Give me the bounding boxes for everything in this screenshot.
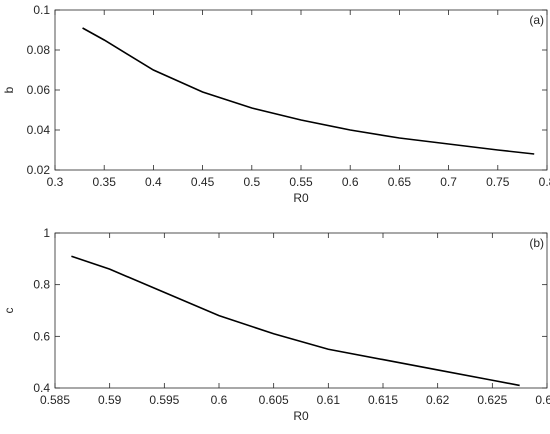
plot-area xyxy=(54,232,548,389)
x-tick-label: 0.615 xyxy=(368,393,398,407)
y-tick-label: 0.1 xyxy=(33,3,50,17)
x-tick-label: 0.605 xyxy=(259,393,289,407)
x-tick-label: 0.59 xyxy=(98,393,122,407)
y-tick-label: 0.8 xyxy=(33,278,50,292)
y-tick-label: 0.4 xyxy=(33,381,50,395)
x-tick-label: 0.625 xyxy=(477,393,507,407)
x-axis-label: R0 xyxy=(293,191,309,205)
data-line xyxy=(82,27,535,155)
x-tick-label: 0.62 xyxy=(426,393,450,407)
data-line xyxy=(71,255,520,387)
x-tick-label: 0.65 xyxy=(388,175,412,189)
x-tick-label: 0.45 xyxy=(191,175,215,189)
x-tick-label: 0.7 xyxy=(440,175,457,189)
y-tick-label: 1 xyxy=(43,226,50,240)
x-tick-label: 0.55 xyxy=(289,175,313,189)
x-tick-label: 0.4 xyxy=(145,175,162,189)
plot-area xyxy=(54,9,548,171)
annotation: (a) xyxy=(529,13,544,27)
x-tick-label: 0.6 xyxy=(211,393,228,407)
y-tick-label: 0.02 xyxy=(27,163,51,177)
annotation: (b) xyxy=(529,236,544,250)
x-tick-label: 0.5 xyxy=(243,175,260,189)
y-axis-label: c xyxy=(2,308,16,314)
y-tick-label: 0.04 xyxy=(27,123,51,137)
x-tick-label: 0.35 xyxy=(93,175,117,189)
y-tick-label: 0.6 xyxy=(33,329,50,343)
x-tick-label: 0.8 xyxy=(539,175,550,189)
x-tick-label: 0.61 xyxy=(317,393,341,407)
x-tick-label: 0.6 xyxy=(342,175,359,189)
x-tick-label: 0.585 xyxy=(40,393,70,407)
y-axis-label: b xyxy=(2,86,16,93)
y-tick-label: 0.06 xyxy=(27,83,51,97)
x-axis-label: R0 xyxy=(293,409,309,423)
x-tick-label: 0.63 xyxy=(535,393,550,407)
x-tick-label: 0.595 xyxy=(149,393,179,407)
y-tick-label: 0.08 xyxy=(27,43,51,57)
x-tick-label: 0.75 xyxy=(486,175,510,189)
x-tick-label: 0.3 xyxy=(47,175,64,189)
